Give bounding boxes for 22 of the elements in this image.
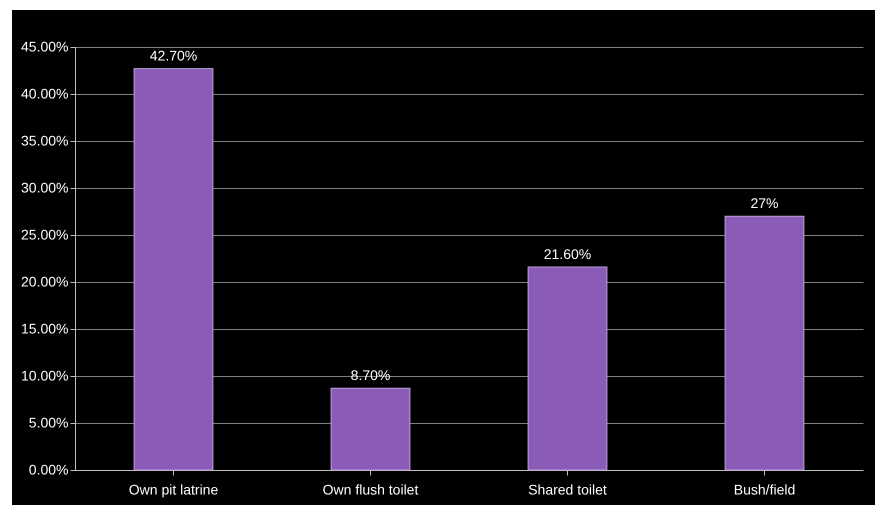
bar: [528, 266, 608, 470]
y-tick-label: 10.00%: [21, 368, 68, 384]
y-tick-label: 30.00%: [21, 180, 68, 196]
x-tick-label: Own pit latrine: [128, 482, 218, 498]
bar: [724, 216, 804, 470]
y-tick-label: 0.00%: [28, 462, 68, 478]
x-tick-label: Bush/field: [734, 482, 796, 498]
data-label: 8.70%: [350, 367, 390, 384]
data-label: 42.70%: [150, 48, 198, 64]
x-tick-label: Own flush toilet: [322, 482, 418, 498]
y-tick-label: 45.00%: [21, 38, 68, 54]
y-tick-label: 25.00%: [21, 226, 68, 242]
x-tick-label: Shared toilet: [528, 482, 607, 498]
bar: [134, 68, 214, 470]
bar: [330, 388, 410, 470]
y-tick-label: 35.00%: [21, 132, 68, 148]
y-tick-label: 40.00%: [21, 86, 68, 102]
y-tick-label: 15.00%: [21, 320, 68, 336]
data-label: 27%: [750, 195, 779, 212]
y-tick-label: 20.00%: [21, 274, 68, 290]
y-tick-label: 5.00%: [28, 414, 68, 430]
data-label: 21.60%: [544, 246, 592, 262]
